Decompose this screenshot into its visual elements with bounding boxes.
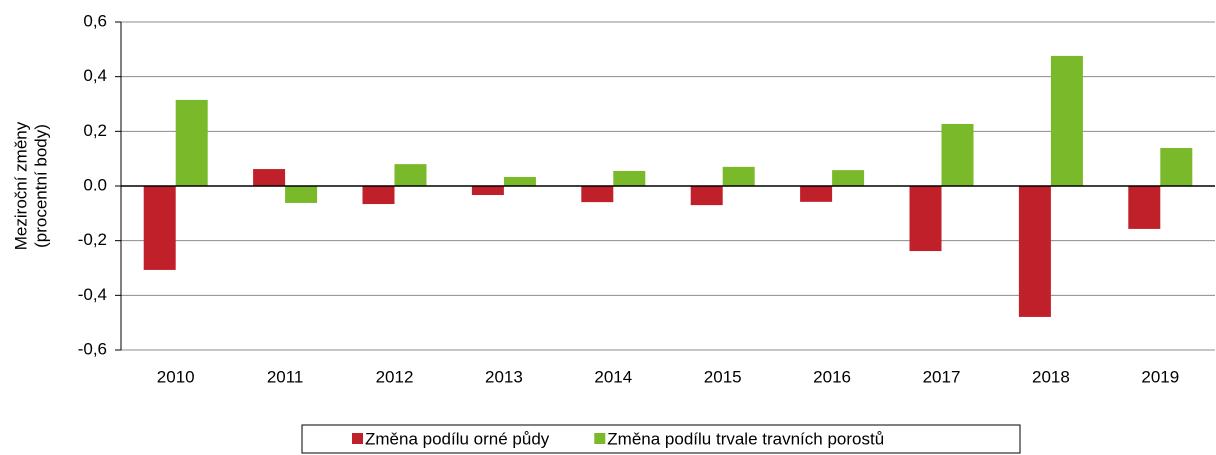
x-tick-label: 2016 bbox=[813, 367, 851, 386]
bar bbox=[1128, 186, 1161, 229]
y-tick-label: -0,6 bbox=[78, 339, 107, 358]
bar bbox=[175, 99, 208, 186]
y-tick-label: 0.0 bbox=[83, 175, 107, 194]
y-tick-label: 0,2 bbox=[83, 121, 107, 140]
bar bbox=[362, 186, 395, 205]
bar bbox=[253, 169, 286, 186]
y-tick-label: 0,6 bbox=[83, 11, 107, 30]
x-tick-label: 2015 bbox=[704, 367, 742, 386]
y-tick-label: -0,4 bbox=[78, 285, 107, 304]
x-tick-label: 2017 bbox=[923, 367, 961, 386]
x-tick-label: 2018 bbox=[1032, 367, 1070, 386]
bar bbox=[613, 170, 646, 186]
x-tick-label: 2013 bbox=[485, 367, 523, 386]
bar bbox=[394, 164, 427, 186]
x-tick-label: 2010 bbox=[157, 367, 195, 386]
bar bbox=[285, 186, 318, 203]
legend-label: Změna podílu orné půdy bbox=[365, 429, 550, 448]
bar bbox=[581, 186, 614, 203]
legend-box bbox=[301, 424, 1021, 454]
y-tick-label: 0,4 bbox=[83, 66, 107, 85]
bar bbox=[1018, 186, 1051, 317]
legend-label: Změna podílu trvale travních porostů bbox=[607, 429, 884, 448]
bar bbox=[690, 186, 723, 206]
bar bbox=[909, 186, 942, 252]
y-tick-label: -0,2 bbox=[78, 230, 107, 249]
legend-swatch bbox=[594, 433, 606, 444]
y-axis-label: Meziroční změny bbox=[11, 121, 30, 250]
x-tick-label: 2012 bbox=[376, 367, 414, 386]
bar bbox=[800, 186, 833, 202]
bar bbox=[1050, 55, 1083, 186]
x-tick-label: 2011 bbox=[267, 367, 304, 386]
x-tick-label: 2019 bbox=[1141, 367, 1179, 386]
bar bbox=[143, 186, 176, 270]
bar bbox=[471, 186, 504, 196]
bar bbox=[941, 123, 974, 186]
x-tick-label: 2014 bbox=[594, 367, 632, 386]
bar bbox=[1160, 148, 1193, 186]
legend-swatch bbox=[352, 433, 363, 444]
bar bbox=[503, 176, 536, 186]
bar bbox=[722, 166, 755, 186]
bar bbox=[832, 170, 865, 186]
y-axis-label: (procentní body) bbox=[31, 124, 50, 248]
